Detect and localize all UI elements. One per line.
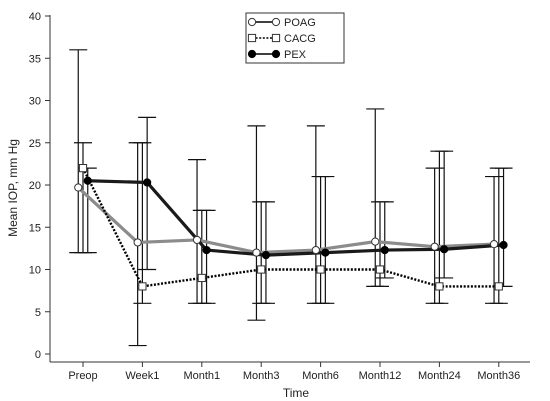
data-point-pex [440,245,449,254]
data-point-cacg [78,164,88,173]
y-tick-label: 40 [29,11,41,23]
legend-marker-poag [247,17,257,27]
data-point-pex [202,245,211,255]
y-tick-label: 35 [29,53,41,65]
data-point-poag [74,183,83,192]
y-tick-label: 5 [35,307,41,319]
data-point-poag [252,248,261,257]
series-line-pex [87,179,504,257]
data-point-pex [83,176,92,185]
data-point-cacg [138,282,147,291]
legend-marker-cacg [271,33,281,43]
y-ticks: 0 5 10 15 20 25 30 35 40 [29,11,50,361]
legend-label-cacg: CACG [284,33,316,45]
legend-marker-poag [271,17,281,27]
x-axis-label: Time [283,386,310,400]
data-point-pex [143,178,152,187]
y-axis-label: Mean IOP, mm Hg [6,139,20,237]
legend-marker-pex [271,49,281,59]
data-point-poag [311,245,320,255]
y-tick-label: 0 [35,349,41,361]
x-tick-label: Month24 [418,370,461,382]
axes: 0 5 10 15 20 25 30 35 40 Preop Week1 Month1 Month3 M… [29,11,530,382]
y-tick-label: 30 [29,96,41,108]
x-tick-label: Preop [68,370,97,382]
legend-marker-pex [247,49,257,59]
x-tick-label: Month1 [183,370,220,382]
y-tick-label: 15 [29,222,41,234]
data-point-poag [192,235,202,245]
x-ticks: Preop Week1 Month1 Month3 Month6 Month12 Month… [68,362,520,382]
error-bars [69,49,513,347]
x-tick-label: Week1 [125,370,159,382]
data-point-pex [380,245,389,255]
data-point-poag [430,242,439,251]
data-point-cacg [375,265,385,274]
data-point-pex [321,248,330,257]
data-point-pex [499,240,508,250]
data-point-cacg [494,282,503,291]
y-tick-label: 25 [29,138,41,150]
series-line-poag [77,186,495,255]
legend-marker-cacg [247,33,257,43]
y-tick-label: 20 [29,180,41,192]
legend: POAG CACG PEX [245,12,345,64]
legend-label-pex: PEX [284,49,307,61]
x-tick-label: Month3 [243,370,280,382]
x-tick-label: Month6 [302,370,339,382]
series-markers [74,164,508,291]
series-line-cacg [81,167,499,288]
data-point-poag [371,237,380,246]
data-point-cacg [316,265,325,274]
y-tick-label: 10 [29,265,41,277]
data-point-cacg [257,265,266,274]
data-point-poag [133,238,142,247]
data-point-pex [261,251,271,260]
x-tick-label: Month12 [359,370,402,382]
legend-label-poag: POAG [284,17,316,29]
data-point-cacg [435,282,444,291]
data-point-poag [489,240,499,249]
data-point-cacg [197,273,206,283]
x-tick-label: Month36 [477,370,520,382]
